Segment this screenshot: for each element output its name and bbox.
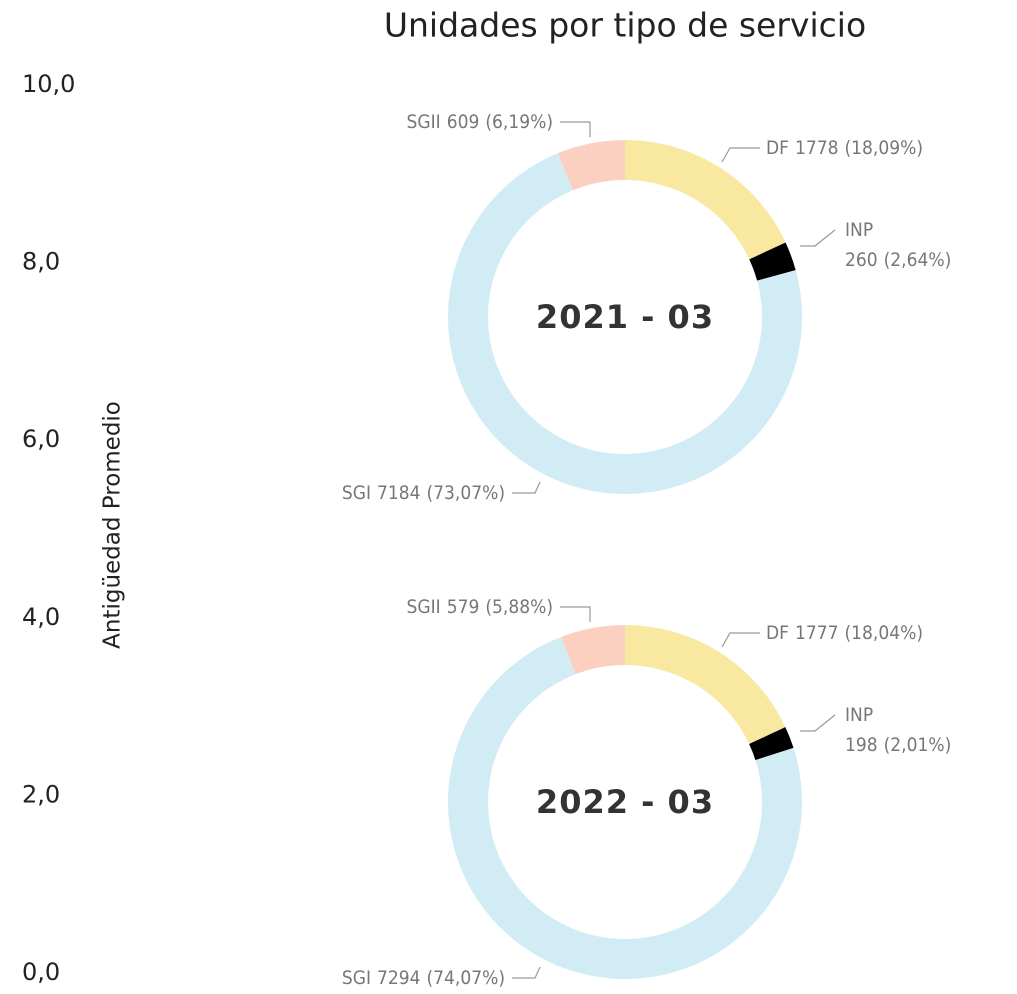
label-value: 7294 <box>377 967 421 989</box>
donut-slice <box>749 242 796 281</box>
donut-slice <box>625 140 786 260</box>
leader-line <box>560 121 591 137</box>
leader-line <box>800 714 836 732</box>
data-label: DF 1778 (18,09%) <box>766 137 923 159</box>
label-value: 609 <box>447 111 480 133</box>
chart-title: Unidades por tipo de servicio <box>384 6 866 45</box>
label-percent: (6,19%) <box>485 111 553 133</box>
center-label: 2021 - 03 <box>536 298 714 336</box>
y-tick-label: 6,0 <box>22 425 60 453</box>
leader-line <box>512 966 541 979</box>
leader-line <box>721 632 760 648</box>
label-category: INP <box>845 219 873 241</box>
data-label: SGI 7294 (74,07%) <box>342 967 505 989</box>
label-percent: (74,07%) <box>426 967 505 989</box>
label-value: 1777 <box>795 622 839 644</box>
label-value: 579 <box>447 596 480 618</box>
label-value: 198 <box>845 734 878 756</box>
data-label: SGII 579 (5,88%) <box>407 596 553 618</box>
label-percent: (2,01%) <box>884 734 952 756</box>
label-category: DF <box>766 622 789 644</box>
label-category: SGI <box>342 482 371 504</box>
axis-title: Antigüedad Promedio <box>100 401 126 649</box>
y-tick-label: 2,0 <box>22 780 60 808</box>
data-label: SGII 609 (6,19%) <box>407 111 553 133</box>
label-category: INP <box>845 704 873 726</box>
label-category: DF <box>766 137 789 159</box>
label-percent: (73,07%) <box>426 482 505 504</box>
y-tick-label: 10,0 <box>22 70 75 98</box>
label-category: SGII <box>407 111 441 133</box>
donut-slice <box>557 140 625 191</box>
leader-line <box>560 606 591 622</box>
label-category: SGI <box>342 967 371 989</box>
leader-line <box>800 229 836 247</box>
label-percent: (18,04%) <box>845 622 924 644</box>
label-percent: (18,09%) <box>845 137 924 159</box>
data-label: SGI 7184 (73,07%) <box>342 482 505 504</box>
donut-slice <box>749 727 794 761</box>
leader-line <box>512 481 541 494</box>
label-value: 1778 <box>795 137 839 159</box>
label-category: SGII <box>407 596 441 618</box>
label-value: 7184 <box>377 482 421 504</box>
y-tick-label: 0,0 <box>22 958 60 986</box>
donut-slice <box>625 625 786 745</box>
data-label: DF 1777 (18,04%) <box>766 622 923 644</box>
donut-slice <box>561 625 625 675</box>
center-label: 2022 - 03 <box>536 783 714 821</box>
label-percent: (5,88%) <box>485 596 553 618</box>
leader-line <box>721 147 760 163</box>
label-value: 260 <box>845 249 878 271</box>
label-percent: (2,64%) <box>884 249 952 271</box>
data-label: INP 260 (2,64%) <box>845 219 951 271</box>
y-tick-label: 4,0 <box>22 603 60 631</box>
y-tick-label: 8,0 <box>22 248 60 276</box>
data-label: INP 198 (2,01%) <box>845 704 951 756</box>
